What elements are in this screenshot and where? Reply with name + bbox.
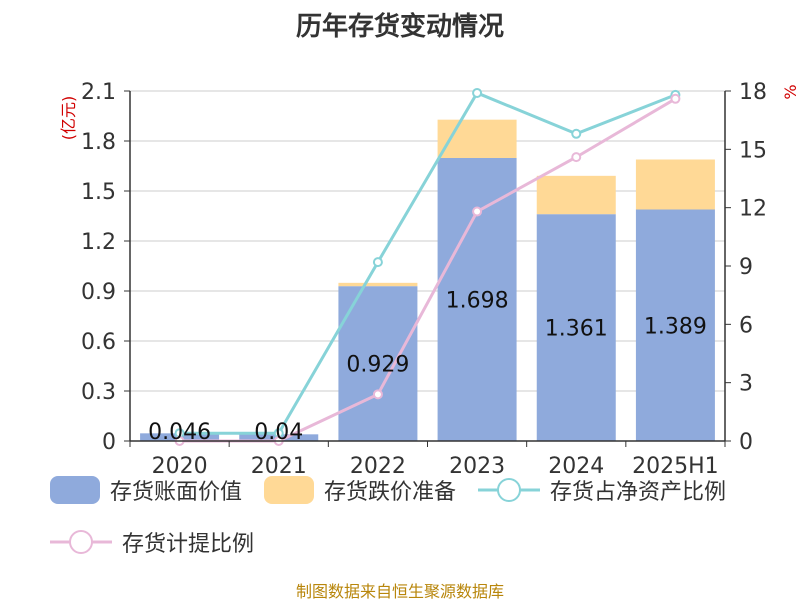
axis-layer: 0 0.3 0.6 0.9 1.2 1.5 1.8 2.1 0 3 6 9 12 15 18 (亿元)% 202…: [59, 80, 800, 479]
y-right-tick-label: 9: [739, 255, 753, 280]
point-provision-ratio[interactable]: [571, 152, 582, 163]
y-left-tick-label: 1.2: [81, 230, 116, 255]
bar-impairment[interactable]: [338, 282, 418, 287]
legend: 存货账面价值 存货跌价准备 存货占净资产比例 存货计提比例: [50, 470, 790, 574]
x-tick-label: 2024: [548, 454, 604, 479]
legend-swatch-book-value: [50, 476, 100, 504]
legend-label-provision-ratio: 存货计提比例: [122, 532, 255, 557]
y-right-tick-label: 18: [739, 80, 767, 105]
legend-label-impairment: 存货跌价准备: [324, 480, 457, 505]
x-tick-label: 2023: [449, 454, 505, 479]
grid-layer: [130, 90, 725, 442]
bar-impairment[interactable]: [536, 175, 616, 215]
y-left-tick-label: 1.8: [81, 130, 116, 155]
x-tick-label: 2020: [152, 454, 208, 479]
data-label-book-value: 1.698: [446, 289, 509, 314]
y-left-tick-label: 0.9: [81, 280, 116, 305]
legend-label-book-value: 存货账面价值: [110, 480, 243, 505]
y-left-tick-label: 2.1: [81, 80, 116, 105]
point-net-asset-ratio[interactable]: [472, 87, 483, 98]
y-right-tick-label: 12: [739, 197, 767, 222]
y-right-axis-label: %: [781, 84, 800, 99]
legend-item-book-value[interactable]: 存货账面价值: [50, 474, 242, 506]
y-left-tick-label: 1.5: [81, 180, 116, 205]
y-left-axis-label: (亿元): [59, 96, 78, 141]
point-net-asset-ratio[interactable]: [372, 257, 383, 268]
x-tick-label: 2022: [350, 454, 406, 479]
point-net-asset-ratio[interactable]: [571, 128, 582, 139]
bar-layer: [140, 119, 715, 442]
legend-item-net-asset-ratio[interactable]: 存货占净资产比例: [478, 474, 726, 506]
line-net-asset-ratio[interactable]: [179, 91, 676, 435]
point-provision-ratio[interactable]: [670, 93, 681, 104]
chart-title: 历年存货变动情况: [295, 12, 504, 42]
y-right-tick-label: 3: [739, 372, 753, 397]
y-left-tick-label: 0.3: [81, 380, 116, 405]
legend-line-net-asset-ratio: [478, 478, 541, 502]
data-label-book-value: 1.361: [545, 317, 608, 342]
legend-swatch-impairment: [264, 476, 315, 504]
source-note: 制图数据来自恒生聚源数据库: [295, 582, 504, 601]
legend-item-provision-ratio[interactable]: 存货计提比例: [50, 526, 254, 558]
bar-impairment[interactable]: [635, 159, 715, 210]
point-provision-ratio[interactable]: [372, 389, 383, 400]
x-tick-label: 2021: [251, 454, 307, 479]
y-left-tick-label: 0.6: [81, 330, 116, 355]
y-right-tick-label: 15: [739, 138, 767, 163]
data-label-book-value: 1.389: [644, 314, 707, 339]
y-left-tick-label: 0: [102, 430, 116, 455]
bar-book-value[interactable]: [536, 214, 616, 441]
bar-book-value[interactable]: [635, 209, 715, 442]
y-right-tick-label: 6: [739, 313, 753, 338]
legend-label-net-asset-ratio: 存货占净资产比例: [550, 480, 727, 505]
x-tick-label: 2025H1: [632, 454, 719, 479]
legend-line-provision-ratio: [50, 530, 112, 554]
bar-book-value[interactable]: [437, 158, 517, 441]
data-label-book-value: 0.929: [346, 353, 409, 378]
y-right-tick-label: 0: [739, 430, 753, 455]
bar-book-value[interactable]: [338, 286, 418, 441]
legend-item-impairment[interactable]: 存货跌价准备: [264, 474, 456, 506]
point-provision-ratio[interactable]: [472, 206, 483, 217]
